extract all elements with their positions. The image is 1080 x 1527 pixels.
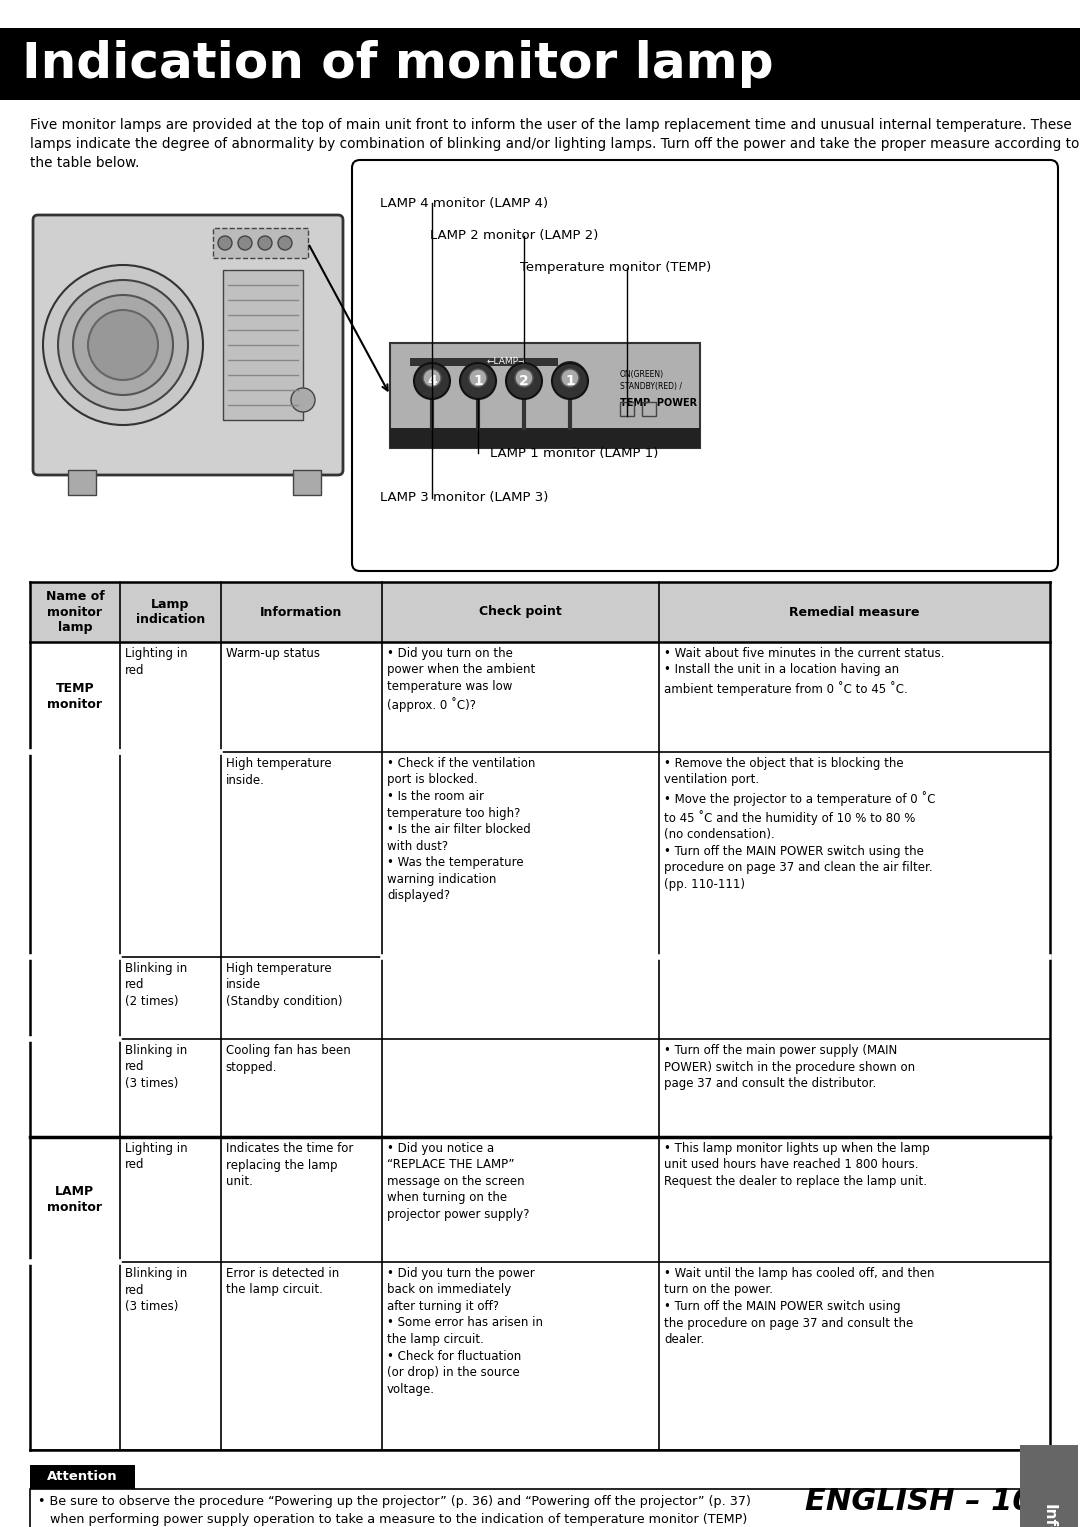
Text: Blinking in
red
(3 times): Blinking in red (3 times) xyxy=(125,1044,187,1090)
Text: 4: 4 xyxy=(427,374,437,388)
Circle shape xyxy=(416,362,448,394)
Bar xyxy=(620,402,634,415)
Text: Blinking in
red
(3 times): Blinking in red (3 times) xyxy=(125,1267,187,1313)
Text: • Turn off the main power supply (MAIN
POWER) switch in the procedure shown on
p: • Turn off the main power supply (MAIN P… xyxy=(664,1044,916,1090)
Text: Error is detected in
the lamp circuit.: Error is detected in the lamp circuit. xyxy=(226,1267,339,1296)
Bar xyxy=(222,270,303,420)
Text: Check point: Check point xyxy=(480,606,562,618)
Text: Name of
monitor
lamp: Name of monitor lamp xyxy=(45,591,105,634)
Bar xyxy=(293,470,321,495)
Text: Cooling fan has been
stopped.: Cooling fan has been stopped. xyxy=(226,1044,351,1073)
Circle shape xyxy=(561,370,579,386)
Text: 2: 2 xyxy=(519,374,529,388)
Text: High temperature
inside
(Standby condition): High temperature inside (Standby conditi… xyxy=(226,962,342,1008)
Text: LAMP
monitor: LAMP monitor xyxy=(48,1185,103,1214)
Circle shape xyxy=(462,362,494,394)
Circle shape xyxy=(552,363,588,399)
Text: LAMP 4 monitor (LAMP 4): LAMP 4 monitor (LAMP 4) xyxy=(380,197,549,209)
Text: Lamp
indication: Lamp indication xyxy=(136,599,205,626)
Text: • Check if the ventilation
port is blocked.
• Is the room air
temperature too hi: • Check if the ventilation port is block… xyxy=(387,757,536,902)
Circle shape xyxy=(218,237,232,250)
Circle shape xyxy=(414,363,450,399)
Text: LAMP 1 monitor (LAMP 1): LAMP 1 monitor (LAMP 1) xyxy=(490,446,659,460)
Text: Warm-up status: Warm-up status xyxy=(226,647,320,660)
Circle shape xyxy=(507,363,542,399)
Text: • Remove the object that is blocking the
ventilation port.
• Move the projector : • Remove the object that is blocking the… xyxy=(664,757,936,890)
Text: • Wait about five minutes in the current status.
• Install the unit in a locatio: • Wait about five minutes in the current… xyxy=(664,647,945,696)
FancyBboxPatch shape xyxy=(352,160,1058,571)
Circle shape xyxy=(73,295,173,395)
Text: 1: 1 xyxy=(473,374,483,388)
Bar xyxy=(1020,1445,1078,1527)
Bar xyxy=(30,751,1050,957)
Text: LAMP 3 monitor (LAMP 3): LAMP 3 monitor (LAMP 3) xyxy=(380,492,549,504)
Bar xyxy=(410,357,558,366)
Circle shape xyxy=(43,266,203,425)
Bar xyxy=(30,1138,1050,1261)
Bar xyxy=(30,1038,1050,1138)
Text: • Did you turn on the
power when the ambient
temperature was low
(approx. 0 ˚C)?: • Did you turn on the power when the amb… xyxy=(387,647,536,712)
Text: ←LAMP→: ←LAMP→ xyxy=(486,356,526,365)
Text: Indicates the time for
replacing the lamp
unit.: Indicates the time for replacing the lam… xyxy=(226,1142,353,1188)
Text: ENGLISH – 109: ENGLISH – 109 xyxy=(805,1487,1055,1516)
Text: STANDBY(RED) /: STANDBY(RED) / xyxy=(620,382,681,391)
Bar xyxy=(0,27,1080,99)
Bar xyxy=(390,344,700,447)
Circle shape xyxy=(87,310,158,380)
Text: Information: Information xyxy=(1041,1504,1056,1527)
Circle shape xyxy=(460,363,496,399)
Circle shape xyxy=(291,388,315,412)
Text: Lighting in
red: Lighting in red xyxy=(125,647,188,676)
Bar xyxy=(30,1489,1050,1527)
Text: Indication of monitor lamp: Indication of monitor lamp xyxy=(22,40,773,89)
Circle shape xyxy=(238,237,252,250)
Circle shape xyxy=(554,362,586,394)
Circle shape xyxy=(515,370,534,386)
Text: Remedial measure: Remedial measure xyxy=(789,606,920,618)
Bar xyxy=(213,228,308,258)
Bar xyxy=(30,641,1050,751)
Bar xyxy=(642,402,656,415)
Text: Blinking in
red
(2 times): Blinking in red (2 times) xyxy=(125,962,187,1008)
Text: TEMP  POWER: TEMP POWER xyxy=(620,399,697,408)
Bar xyxy=(390,428,700,447)
Circle shape xyxy=(508,362,540,394)
Bar xyxy=(68,470,96,495)
Text: High temperature
inside.: High temperature inside. xyxy=(226,757,332,786)
Bar xyxy=(30,1464,135,1489)
Bar xyxy=(30,957,1050,1038)
Circle shape xyxy=(278,237,292,250)
Text: Attention: Attention xyxy=(46,1471,118,1484)
Text: Information: Information xyxy=(260,606,342,618)
Text: • Be sure to observe the procedure “Powering up the projector” (p. 36) and “Powe: • Be sure to observe the procedure “Powe… xyxy=(38,1495,751,1527)
Text: TEMP
monitor: TEMP monitor xyxy=(48,683,103,712)
Bar xyxy=(30,1261,1050,1451)
Text: • Did you notice a
“REPLACE THE LAMP”
message on the screen
when turning on the
: • Did you notice a “REPLACE THE LAMP” me… xyxy=(387,1142,529,1222)
Circle shape xyxy=(58,279,188,411)
Text: Temperature monitor (TEMP): Temperature monitor (TEMP) xyxy=(519,261,712,275)
Bar xyxy=(30,582,1050,641)
Text: • This lamp monitor lights up when the lamp
unit used hours have reached 1 800 h: • This lamp monitor lights up when the l… xyxy=(664,1142,930,1188)
FancyBboxPatch shape xyxy=(33,215,343,475)
Circle shape xyxy=(423,370,441,386)
Text: Five monitor lamps are provided at the top of main unit front to inform the user: Five monitor lamps are provided at the t… xyxy=(30,118,1079,169)
Text: • Wait until the lamp has cooled off, and then
turn on the power.
• Turn off the: • Wait until the lamp has cooled off, an… xyxy=(664,1267,935,1345)
Text: Lighting in
red: Lighting in red xyxy=(125,1142,188,1171)
Text: LAMP 2 monitor (LAMP 2): LAMP 2 monitor (LAMP 2) xyxy=(430,229,598,243)
Text: 1: 1 xyxy=(565,374,575,388)
Circle shape xyxy=(258,237,272,250)
Text: ON(GREEN): ON(GREEN) xyxy=(620,370,664,379)
Text: • Did you turn the power
back on immediately
after turning it off?
• Some error : • Did you turn the power back on immedia… xyxy=(387,1267,543,1396)
Circle shape xyxy=(469,370,487,386)
